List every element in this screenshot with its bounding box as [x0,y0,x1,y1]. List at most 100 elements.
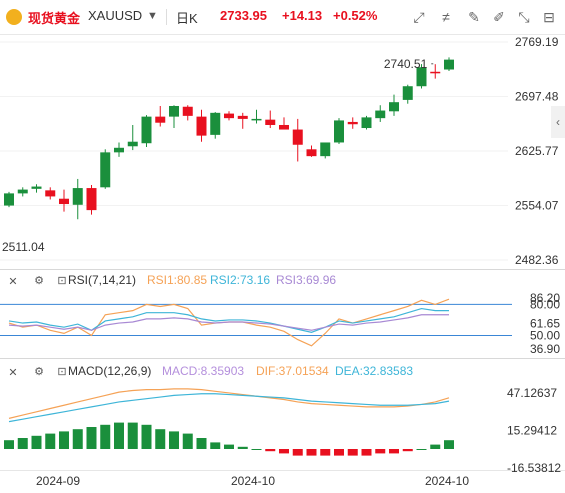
macd-histogram-bar [251,449,262,450]
candle-body [169,105,179,117]
dea-value: DEA:32.83583 [335,364,414,378]
candle-body [430,71,441,74]
candle-body [196,116,207,136]
rsi2-value: RSI2:73.16 [210,273,271,287]
candle-body [320,142,331,157]
candle-body [265,119,276,125]
candle-body [72,188,83,205]
rsi1-value: RSI1:80.85 [147,273,208,287]
candle-body [127,141,138,147]
candle-body [141,116,152,144]
price-axis-tick: 2482.36 [515,253,559,267]
compare-icon[interactable]: ≠ [442,9,450,25]
price-change-pct: +0.52% [333,8,378,23]
macd-histogram-bar [31,435,42,449]
indicator-box-icon[interactable]: ⊡ [57,366,67,378]
candle-body [45,190,56,197]
candle-body [251,118,262,121]
macd-histogram-bar [17,438,28,449]
candle-body [17,189,28,194]
draw-tools-icon[interactable]: ✐ [493,9,505,25]
settings-icon[interactable]: ⚙ [34,366,44,378]
macd-histogram-bar [320,449,331,456]
candle-body [306,149,317,157]
candle-body [334,120,344,143]
macd-histogram-bar [224,444,234,449]
rsi3-value: RSI3:69.96 [276,273,337,287]
settings-icon[interactable]: ⚙ [34,275,44,287]
macd-histogram-bar [347,449,358,456]
candle-body [86,188,97,211]
rsi-axis-tick: 50.00 [530,328,560,342]
macd-histogram-bar [334,449,344,456]
macd-histogram-bar [155,429,166,449]
price-axis-tick: 2625.77 [515,144,559,158]
last-price: 2733.95 [220,8,267,23]
candle-body [224,113,234,119]
header-divider [166,9,167,25]
candle-body [4,193,14,206]
draw-icon[interactable]: ✎ [468,9,480,25]
fullscreen-icon[interactable]: ⤡ [518,9,530,25]
timeframe-selector[interactable]: 日K [176,11,198,26]
rsi-label: RSI(7,14,21) [68,273,137,287]
price-axis-tick: 2554.07 [515,198,559,212]
price-axis-tick: 2697.48 [515,90,559,104]
dif-value: DIF:37.01534 [256,364,329,378]
macd-axis-tick: 15.29412 [507,423,557,437]
rsi-axis-tick: 86.20 [530,291,560,305]
expand-icon[interactable]: ⤢ [413,9,425,25]
macd-histogram-bar [292,449,303,456]
macd-histogram-bar [182,433,193,449]
close-icon[interactable]: ✕ [8,276,18,288]
candle-body [361,117,372,129]
macd-axis-tick: 47.12637 [507,386,557,400]
indicator-box-icon[interactable]: ⊡ [57,275,67,287]
header-bar: 现货黄金 XAUUSD ▼ 日K 2733.95 +14.13 +0.52% ⤢… [0,0,565,35]
candle-body [237,115,248,119]
settings-icon[interactable]: ⊟ [543,9,555,25]
macd-histogram-bar [4,440,14,449]
macd-axis-tick: -16.53812 [507,461,561,475]
symbol-label[interactable]: XAUUSD [88,8,143,23]
candle-body [402,86,413,100]
chevron-down-icon[interactable]: ▼ [147,10,158,22]
macd-histogram-bar [59,431,69,449]
macd-histogram-bar [306,449,317,456]
instrument-name: 现货黄金 [28,11,81,26]
x-axis-tick: 2024-10 [425,474,469,488]
candle-body [182,106,193,116]
collapse-panel-handle[interactable]: ‹ [551,106,565,138]
macd-histogram-bar [86,427,97,449]
macd-histogram-bar [100,424,111,449]
macd-histogram-bar [444,440,454,449]
candle-body [114,147,124,153]
brand-logo-icon [6,9,22,25]
macd-histogram-bar [114,422,124,449]
x-axis-tick: 2024-09 [36,474,80,488]
candle-body [389,102,399,112]
x-axis-tick: 2024-10 [231,474,275,488]
macd-label: MACD(12,26,9) [68,364,152,378]
macd-histogram-bar [416,449,427,450]
macd-histogram-bar [196,438,207,449]
dif-line [8,388,450,419]
rsi-axis-tick: 36.90 [530,342,560,356]
macd-histogram-bar [169,431,179,449]
macd-histogram-bar [45,433,56,449]
macd-histogram-bar [72,429,83,449]
candle-body [210,112,221,135]
macd-histogram-bar [237,446,248,449]
candle-body [100,152,111,188]
low-price-label: 2511.04 [2,240,45,254]
price-change: +14.13 [282,8,323,23]
rsi3-line [8,314,449,331]
candle-body [279,124,289,130]
macd-value: MACD:8.35903 [162,364,245,378]
high-price-label: 2740.51 [384,57,428,71]
macd-histogram-bar [210,442,221,449]
dea-line [8,393,450,423]
close-icon[interactable]: ✕ [8,367,18,379]
candle-body [347,121,358,125]
